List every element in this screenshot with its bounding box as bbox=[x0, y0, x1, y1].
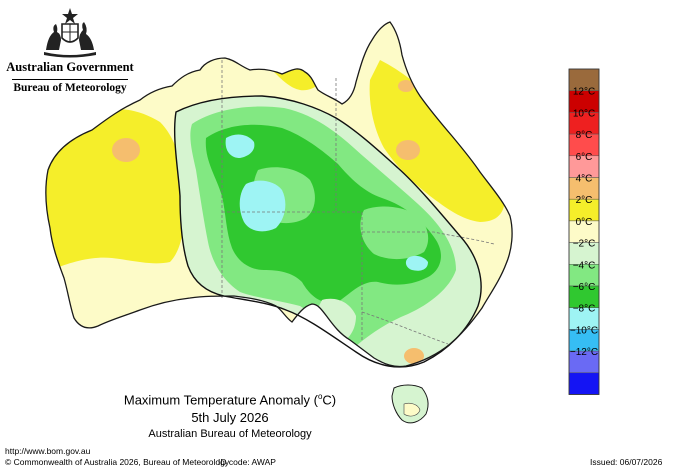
bureau-name: Bureau of Meteorology bbox=[13, 82, 127, 94]
footer-copyright: © Commonwealth of Australia 2026, Bureau… bbox=[5, 457, 230, 467]
bom-logo: Australian Government Bureau of Meteorol… bbox=[6, 6, 134, 98]
legend-tick-label: 6°C bbox=[576, 152, 593, 163]
legend-tick-label: −8°C bbox=[573, 304, 596, 315]
legend-frame bbox=[568, 68, 600, 395]
map-date: 5th July 2026 bbox=[191, 410, 269, 426]
legend-tick-label: 4°C bbox=[576, 174, 593, 185]
zero-anomaly-contour bbox=[173, 95, 482, 368]
map-organisation: Australian Bureau of Meteorology bbox=[148, 428, 312, 441]
footer-id-code: ID code: AWAP bbox=[218, 457, 276, 467]
map-title: Maximum Temperature Anomaly (oC) bbox=[123, 392, 337, 408]
legend-tick-label: −6°C bbox=[573, 282, 596, 293]
footer-issued: Issued: 06/07/2026 bbox=[590, 457, 663, 467]
legend-tick-label: −4°C bbox=[573, 260, 596, 271]
legend-tick-label: −12°C bbox=[570, 347, 598, 358]
nested-zone-b bbox=[360, 206, 429, 260]
legend-tick-label: 8°C bbox=[576, 130, 593, 141]
warm-spot-cape bbox=[398, 80, 414, 92]
legend-tick-label: −2°C bbox=[573, 239, 596, 250]
warm-spot-wa bbox=[112, 138, 140, 162]
map-caption: Maximum Temperature Anomaly (oC) 5th Jul… bbox=[110, 388, 350, 441]
legend-tick-label: 12°C bbox=[573, 87, 595, 98]
coat-of-arms-icon bbox=[44, 8, 96, 58]
legend-tick-label: 10°C bbox=[573, 108, 595, 119]
qld-warm-zone bbox=[369, 60, 505, 222]
australia-coastline bbox=[45, 21, 513, 368]
warm-spot-nsw bbox=[404, 348, 424, 364]
cyan-zone-north bbox=[225, 134, 255, 158]
logo-divider bbox=[12, 79, 128, 80]
legend-tick-label: 0°C bbox=[576, 217, 593, 228]
government-name: Australian Government bbox=[6, 60, 134, 74]
legend-swatch bbox=[568, 372, 600, 395]
warm-spot-qld bbox=[396, 140, 420, 160]
legend-tick-label: −10°C bbox=[570, 325, 598, 336]
wa-warm-zone bbox=[45, 109, 185, 268]
tasmania-anomaly-zone bbox=[403, 402, 421, 417]
cyan-zone-west bbox=[239, 180, 286, 232]
footer-url: http://www.bom.gov.au bbox=[5, 446, 91, 456]
cyan-zone-east bbox=[405, 255, 428, 271]
legend-tick-label: 2°C bbox=[576, 195, 593, 206]
